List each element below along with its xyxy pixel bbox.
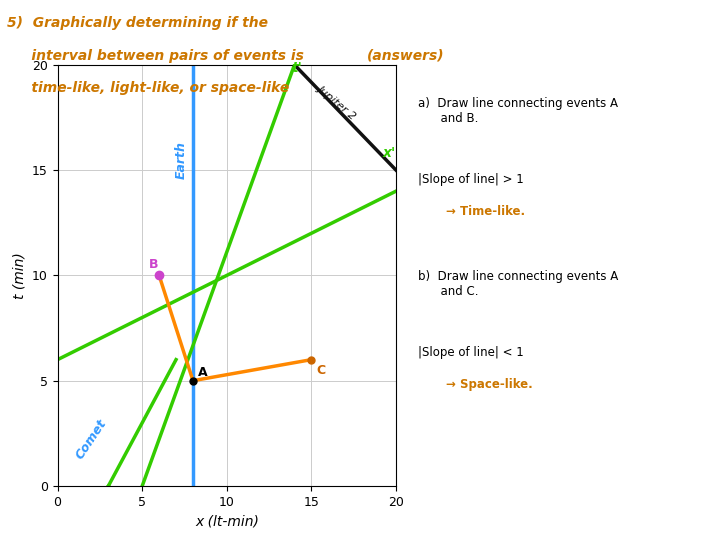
Y-axis label: t (min): t (min) [12,252,27,299]
Text: Jupiter 2: Jupiter 2 [315,84,358,122]
Text: B: B [149,258,158,271]
Text: interval between pairs of events is: interval between pairs of events is [7,49,304,63]
Text: time-like, light-like, or space-like: time-like, light-like, or space-like [7,81,289,95]
Text: Earth: Earth [175,140,188,179]
Text: b)  Draw line connecting events A
      and C.: b) Draw line connecting events A and C. [418,270,618,298]
Text: (answers): (answers) [367,49,445,63]
Text: 5)  Graphically determining if the: 5) Graphically determining if the [7,16,268,30]
Text: |Slope of line| > 1: |Slope of line| > 1 [418,173,523,186]
Text: → Time-like.: → Time-like. [446,205,526,218]
Text: → Space-like.: → Space-like. [446,378,533,391]
Text: a)  Draw line connecting events A
      and B.: a) Draw line connecting events A and B. [418,97,618,125]
Text: t': t' [291,62,302,75]
Text: |Slope of line| < 1: |Slope of line| < 1 [418,346,523,359]
Text: C: C [317,364,325,377]
Text: x': x' [382,146,396,159]
Text: Comet: Comet [73,417,109,462]
X-axis label: x (lt-min): x (lt-min) [195,514,258,528]
Text: A: A [198,366,207,379]
